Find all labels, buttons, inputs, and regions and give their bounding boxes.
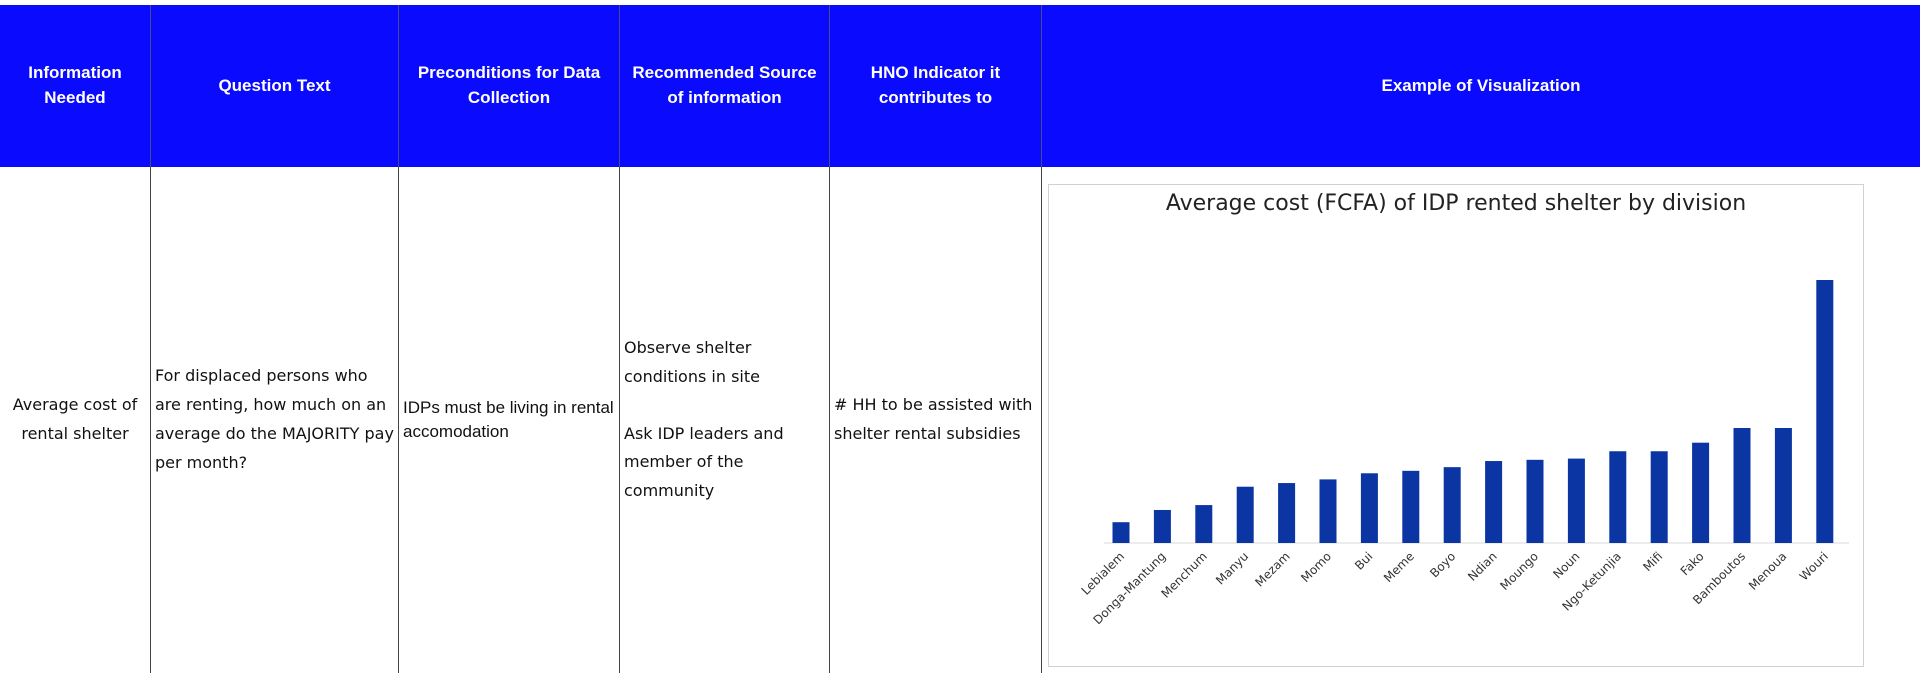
bar (1609, 451, 1627, 543)
bar (1567, 458, 1585, 543)
x-tick-label: Donga-Mantung (1090, 549, 1168, 627)
x-tick-label: Mifi (1640, 549, 1665, 574)
x-tick-label: Momo (1298, 549, 1334, 585)
chart-frame: Average cost (FCFA) of IDP rented shelte… (1048, 184, 1864, 667)
body-cell: Observe shelter conditions in site Ask I… (620, 167, 830, 673)
bar (1816, 280, 1834, 543)
header-cell: Recommended Source of information (620, 5, 830, 167)
x-tick-label: Moungo (1497, 549, 1541, 593)
x-tick-label: Menoua (1746, 549, 1790, 593)
bar (1443, 467, 1461, 543)
bar (1485, 461, 1503, 543)
bar (1153, 509, 1171, 543)
x-tick-label: Manyu (1213, 549, 1251, 587)
bar (1526, 459, 1544, 543)
body-cell: For displaced persons who are renting, h… (151, 167, 399, 673)
x-tick-label: Fako (1678, 549, 1707, 578)
bar (1774, 428, 1792, 543)
cell-paragraph: Observe shelter conditions in site (624, 338, 760, 386)
body-cell: # HH to be assisted with shelter rental … (830, 167, 1042, 673)
header-cell: Question Text (151, 5, 399, 167)
bar (1319, 479, 1337, 543)
bar (1195, 505, 1213, 543)
bar (1236, 486, 1254, 543)
body-cell: IDPs must be living in rental accomodati… (399, 167, 620, 673)
x-tick-label: Bui (1352, 549, 1375, 572)
bar (1112, 522, 1130, 543)
bar (1650, 451, 1668, 543)
header-cell: HNO Indicator it contributes to (830, 5, 1042, 167)
bar (1278, 483, 1296, 543)
body-cell: Average cost of rental shelter (0, 167, 151, 673)
x-tick-label: Wouri (1797, 549, 1831, 583)
header-cell: Example of Visualization (1042, 5, 1920, 167)
x-tick-label: Noun (1550, 549, 1582, 581)
header-cell: Preconditions for Data Collection (399, 5, 620, 167)
chart-title: Average cost (FCFA) of IDP rented shelte… (1166, 191, 1746, 216)
cell-paragraph: Ask IDP leaders and member of the commun… (624, 423, 784, 501)
x-tick-label: Boyo (1427, 549, 1458, 580)
x-tick-label: Ndian (1465, 549, 1500, 584)
bar (1402, 470, 1420, 543)
bar (1360, 473, 1378, 543)
bar (1733, 428, 1751, 543)
x-tick-label: Mezam (1252, 549, 1292, 589)
bar (1692, 442, 1710, 543)
x-tick-label: Meme (1381, 549, 1417, 585)
chart: Average cost (FCFA) of IDP rented shelte… (1079, 191, 1849, 627)
header-cell: Information Needed (0, 5, 151, 167)
